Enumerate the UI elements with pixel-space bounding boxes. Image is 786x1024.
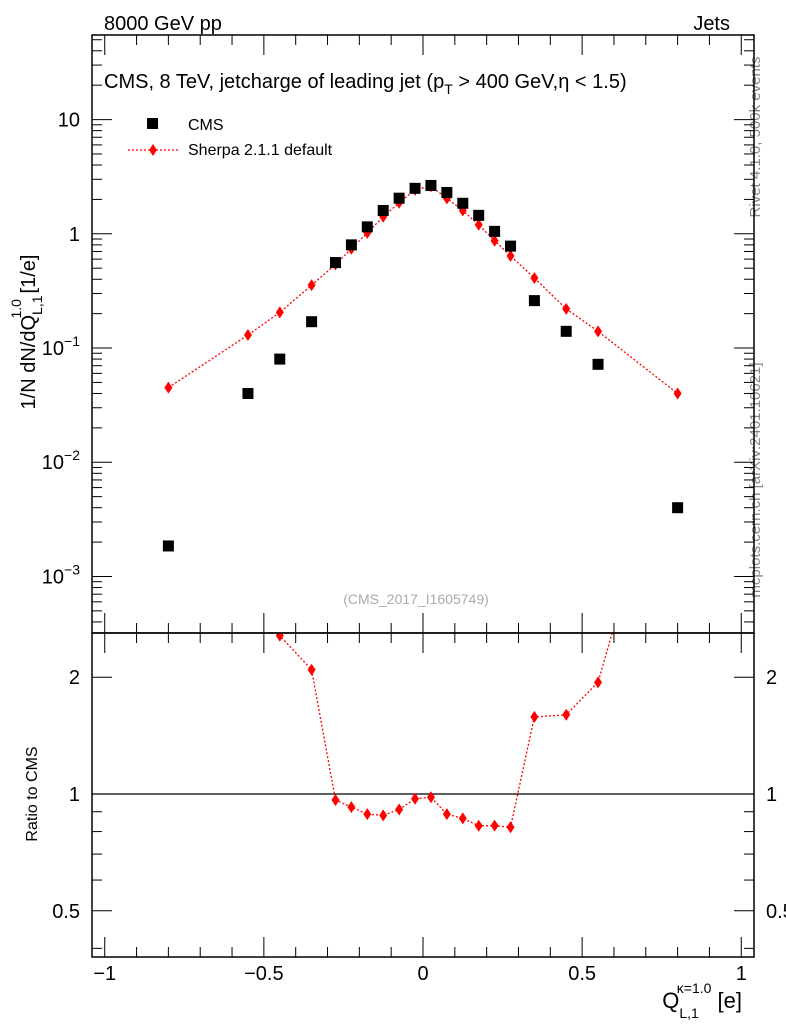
- ratio-y-tick-label: 1: [69, 784, 80, 806]
- cms-point: [528, 295, 540, 307]
- cms-point: [473, 209, 485, 221]
- ratio-point: [347, 801, 356, 814]
- sherpa-point: [673, 387, 682, 400]
- legend-cms-marker: [147, 118, 158, 129]
- main-y-axis-label: 1/N dN/dQL,11.0 [1/e]: [8, 255, 45, 410]
- svg-text:1/N dN/dQL,11.0 [1/e]: 1/N dN/dQL,11.0 [1/e]: [8, 255, 45, 410]
- rivet-label: Rivet 4.1.0, 500k events: [747, 57, 764, 218]
- ratio-series: [164, 253, 682, 834]
- x-tick-label: −0.5: [244, 963, 283, 985]
- cms-point: [592, 358, 604, 370]
- category-label: Jets: [693, 13, 730, 35]
- sherpa-point: [506, 249, 515, 262]
- cms-point: [441, 186, 453, 198]
- legend: CMS Sherpa 2.1.1 default: [128, 117, 333, 159]
- main-y-tick-label: 10−2: [42, 447, 80, 474]
- main-series: [162, 179, 684, 552]
- ratio-line: [276, 633, 613, 828]
- cms-point: [489, 225, 501, 237]
- ratio-point: [530, 710, 539, 723]
- ratio-y-tick-label-right: 1: [766, 784, 777, 806]
- cms-point: [274, 353, 286, 365]
- ratio-point: [490, 819, 499, 832]
- mcplots-label: mcplots.cern.ch [arXiv:2401.10621]: [747, 362, 764, 597]
- main-axis-ticks: 10 1 10−1 10−2 10−3: [42, 35, 754, 633]
- ratio-y-tick-label-right: 2: [766, 667, 777, 689]
- ratio-point: [458, 812, 467, 825]
- sherpa-point: [474, 218, 483, 231]
- ratio-point: [379, 809, 388, 822]
- sherpa-point: [562, 302, 571, 315]
- x-tick-label: −1: [93, 963, 116, 985]
- main-y-tick-label: 10−1: [42, 333, 80, 360]
- sherpa-point: [307, 279, 316, 292]
- sherpa-point: [530, 272, 539, 285]
- cms-point: [306, 316, 318, 328]
- ratio-point: [411, 792, 420, 805]
- ratio-y-tick-label: 2: [69, 667, 80, 689]
- cms-point: [345, 239, 357, 251]
- main-y-tick-label: 10: [58, 110, 80, 132]
- plot-title: CMS, 8 TeV, jetcharge of leading jet (pT…: [104, 71, 627, 97]
- ratio-point: [474, 819, 483, 832]
- x-tick-label: 0: [417, 963, 428, 985]
- x-tick-label: 1: [736, 963, 747, 985]
- ratio-point: [307, 663, 316, 676]
- ratio-point: [244, 589, 252, 601]
- sherpa-point: [243, 329, 252, 342]
- ratio-point: [426, 791, 435, 804]
- cms-point: [505, 240, 517, 252]
- cms-point: [409, 182, 421, 194]
- ratio-point: [674, 400, 682, 412]
- sherpa-point: [164, 381, 173, 394]
- ratio-y-tick-label: 0.5: [52, 901, 80, 923]
- ratio-point: [164, 253, 172, 265]
- cms-point: [672, 502, 684, 514]
- sherpa-point: [594, 325, 603, 338]
- cms-point: [377, 204, 389, 216]
- ratio-panel: 2 2 1 1 0.5 0.5 −1 −0.5 0 0.5 1 Ratio to CMS QL,1κ…: [24, 253, 786, 1021]
- ratio-point: [331, 793, 340, 806]
- ratio-point: [442, 808, 451, 821]
- sherpa-point: [275, 306, 284, 319]
- cms-point: [242, 387, 254, 399]
- ratio-point: [506, 821, 515, 834]
- ratio-point: [395, 803, 404, 816]
- main-panel: 10 1 10−1 10−2 10−3 CMS, 8 TeV, jetcharge of…: [8, 34, 755, 634]
- main-y-tick-label: 10−3: [42, 561, 80, 588]
- ratio-point: [562, 708, 571, 721]
- sherpa-line: [168, 185, 679, 395]
- legend-cms-label: CMS: [188, 117, 224, 134]
- ratio-y-axis-label: Ratio to CMS: [24, 746, 41, 841]
- main-y-tick-label: 1: [69, 224, 80, 246]
- ratio-point: [594, 676, 603, 689]
- cms-point: [457, 197, 469, 209]
- ratio-point: [363, 808, 372, 821]
- beam-label: 8000 GeV pp: [104, 13, 222, 35]
- ratio-axis-ticks: 2 2 1 1 0.5 0.5 −1 −0.5 0 0.5 1: [52, 633, 786, 985]
- legend-sherpa-label: Sherpa 2.1.1 default: [188, 142, 333, 159]
- analysis-id: (CMS_2017_I1605749): [343, 591, 489, 607]
- cms-point: [425, 179, 437, 191]
- ratio-y-tick-label-right: 0.5: [766, 901, 786, 923]
- x-axis-label: QL,1κ=1.0 [e]: [662, 980, 742, 1021]
- ratio-frame: [91, 632, 755, 958]
- x-tick-label: 0.5: [568, 963, 596, 985]
- cms-point: [361, 221, 373, 233]
- cms-point: [329, 257, 341, 269]
- cms-point: [162, 540, 174, 552]
- sherpa-point: [490, 234, 499, 247]
- legend-sherpa-marker: [149, 144, 157, 156]
- cms-point: [393, 192, 405, 204]
- cms-point: [560, 325, 572, 337]
- ratio-point: [275, 633, 284, 642]
